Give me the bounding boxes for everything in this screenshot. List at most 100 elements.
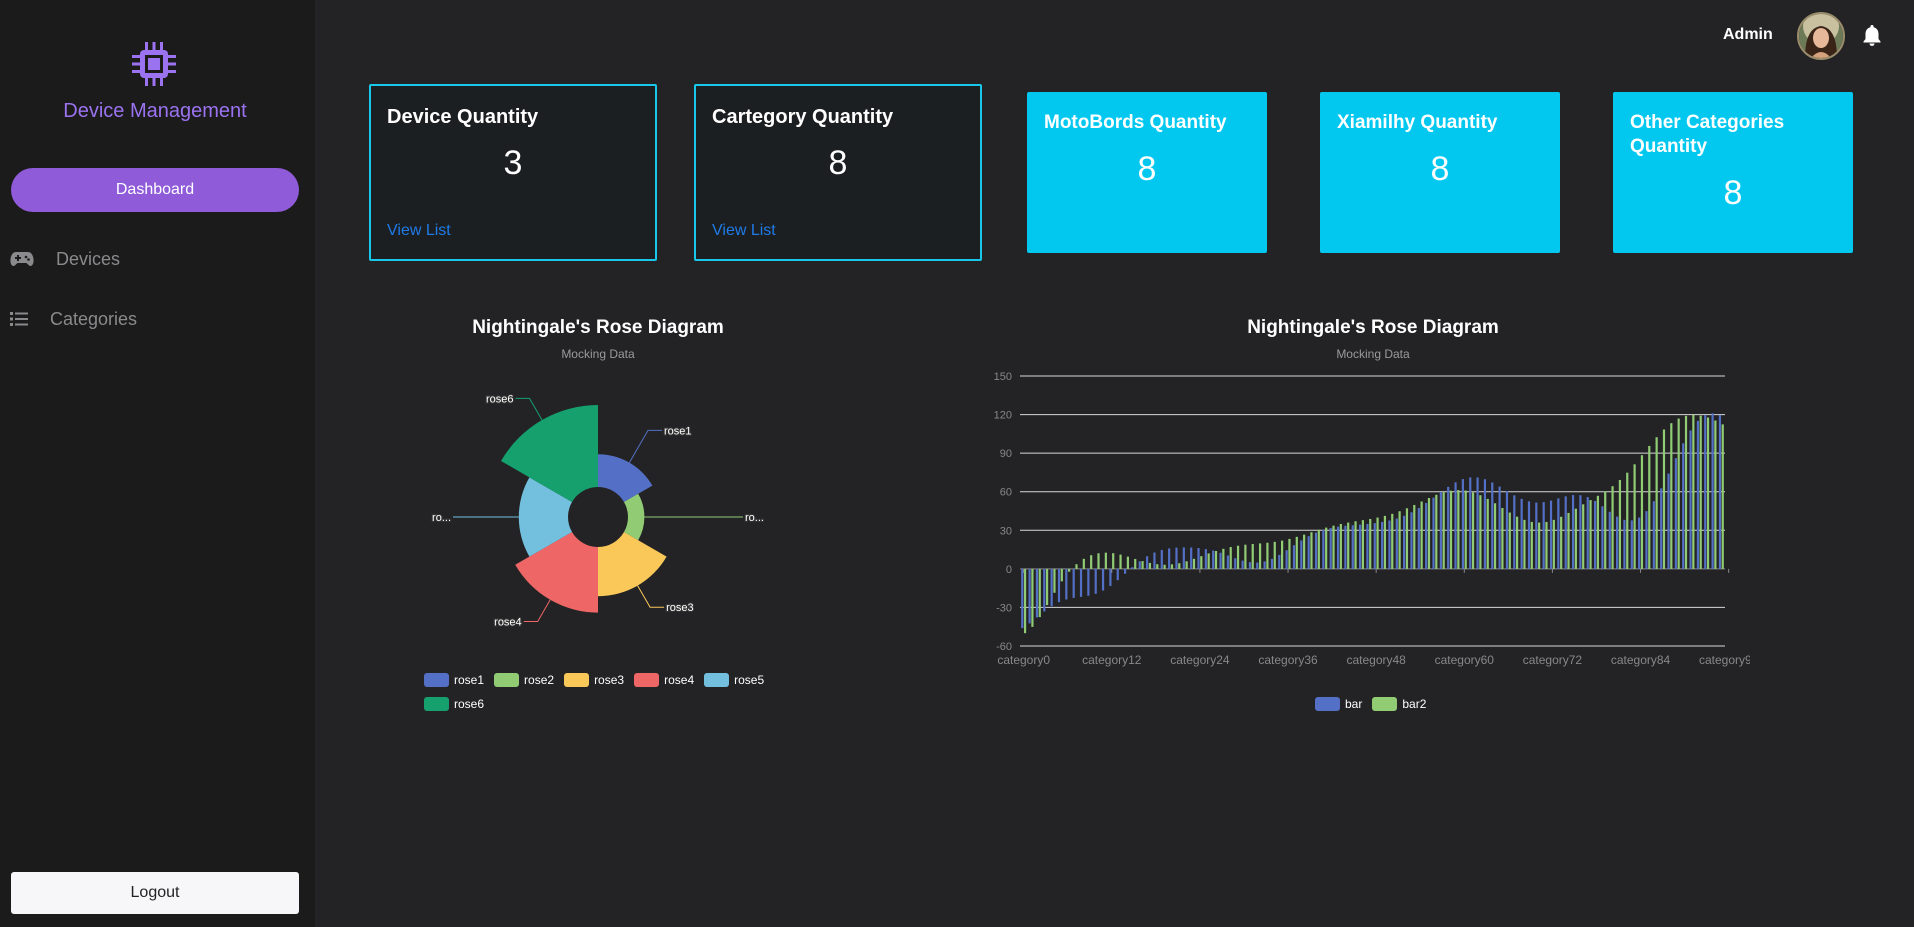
rose-slice-rose3[interactable] — [598, 532, 667, 597]
bar2-mark — [1148, 562, 1152, 569]
x-tick-label: category0 — [997, 653, 1050, 667]
x-tick-label: category60 — [1435, 653, 1495, 667]
legend-item-rose4[interactable]: rose4 — [634, 668, 694, 692]
bar-mark — [1586, 497, 1589, 569]
bar-mark — [1226, 555, 1229, 569]
bar-mark — [1498, 486, 1501, 569]
rose-slice-rose4[interactable] — [515, 532, 598, 613]
bar2-mark — [1090, 555, 1093, 569]
bar-mark — [1322, 529, 1325, 569]
legend-swatch — [424, 673, 449, 687]
rose-slice-rose5[interactable] — [518, 477, 573, 557]
bar-mark — [1248, 562, 1252, 569]
legend-swatch — [1372, 697, 1398, 711]
bar-mark — [1204, 549, 1207, 569]
bar2-mark — [1075, 564, 1078, 569]
rose-slice-label: rose4 — [494, 616, 522, 628]
bar-mark — [1182, 547, 1185, 569]
bar-mark — [1571, 495, 1575, 569]
bar2-mark — [1611, 486, 1614, 569]
bar2-mark — [1670, 423, 1673, 569]
rose-chart-subtitle: Mocking Data — [561, 347, 635, 361]
legend-item-rose2[interactable]: rose2 — [494, 668, 554, 692]
bar2-mark — [1156, 564, 1159, 569]
bar-mark — [1652, 501, 1655, 569]
x-tick-label: category24 — [1170, 653, 1230, 667]
x-tick-label: category12 — [1082, 653, 1142, 667]
legend-item-rose3[interactable]: rose3 — [564, 668, 624, 692]
bar2-mark — [1023, 568, 1027, 634]
bar-mark — [1270, 558, 1274, 569]
y-tick-label: 120 — [994, 410, 1012, 422]
bar-mark — [1190, 547, 1193, 569]
bar-mark — [1660, 488, 1663, 569]
bar2-mark — [1141, 561, 1144, 569]
bar2-mark — [1464, 490, 1467, 569]
bar2-mark — [1273, 541, 1276, 569]
y-tick-label: 60 — [1000, 487, 1012, 499]
bar2-mark — [1178, 563, 1181, 569]
bar2-mark — [1699, 415, 1702, 569]
bar2-mark — [1633, 464, 1636, 569]
bar-chart-title: Nightingale's Rose Diagram — [1247, 317, 1499, 338]
legend-label: rose4 — [664, 673, 695, 687]
rose-slice-rose2[interactable] — [623, 493, 645, 541]
dashboard-button[interactable]: Dashboard — [11, 168, 299, 212]
bar-mark — [1263, 561, 1266, 569]
legend-item-bar2[interactable]: bar2 — [1372, 692, 1426, 716]
view-list-link[interactable]: View List — [387, 222, 451, 239]
legend-label: rose1 — [454, 673, 485, 687]
y-tick-label: 150 — [994, 371, 1012, 383]
bar2-mark — [1354, 521, 1357, 569]
bar2-mark — [1207, 553, 1210, 569]
sidebar-item-devices[interactable]: Devices — [10, 244, 120, 274]
bar2-mark — [1604, 491, 1607, 569]
bar-mark — [1505, 491, 1509, 569]
x-tick-label: category84 — [1611, 653, 1671, 667]
bar2-mark — [1339, 523, 1342, 569]
bar2-mark — [1538, 522, 1541, 569]
legend-item-rose6[interactable]: rose6 — [424, 692, 484, 716]
logout-button[interactable]: Logout — [11, 872, 299, 914]
bar-mark — [1314, 532, 1318, 569]
bar-mark — [1579, 495, 1582, 569]
bar2-mark — [1493, 503, 1497, 569]
list-icon — [10, 312, 28, 326]
avatar[interactable] — [1797, 12, 1845, 60]
device-quantity-card: Device Quantity 3 View List — [369, 84, 657, 261]
bar-mark — [1219, 552, 1222, 569]
rose-slice-rose1[interactable] — [598, 454, 653, 502]
bar2-mark — [1134, 558, 1137, 569]
bar2-mark — [1104, 552, 1107, 569]
bar-mark — [1292, 545, 1296, 569]
bar-mark — [1109, 568, 1112, 586]
legend-swatch — [704, 673, 730, 687]
bar2-mark — [1214, 550, 1218, 569]
sidebar-item-categories[interactable]: Categories — [10, 304, 137, 334]
bar2-mark — [1589, 500, 1592, 569]
y-tick-label: -30 — [996, 602, 1012, 614]
cpu-chip-icon — [132, 42, 176, 86]
bar2-mark — [1383, 515, 1387, 569]
bar-mark — [1373, 523, 1376, 569]
bar2-mark — [1258, 543, 1262, 569]
user-name[interactable]: Admin — [1723, 26, 1773, 43]
rose-slice-rose6[interactable] — [501, 405, 598, 502]
bar2-mark — [1582, 504, 1585, 569]
bell-icon[interactable] — [1862, 24, 1882, 46]
avatar-image — [1799, 14, 1843, 58]
bar-mark — [1057, 568, 1061, 603]
bar2-mark — [1376, 517, 1379, 569]
y-tick-label: -60 — [996, 641, 1012, 653]
bar2-mark — [1185, 561, 1188, 569]
legend-item-rose5[interactable]: rose5 — [704, 668, 764, 692]
legend-item-bar[interactable]: bar — [1315, 692, 1362, 716]
legend-label: rose3 — [594, 673, 625, 687]
legend-label: rose2 — [524, 673, 555, 687]
legend-item-rose1[interactable]: rose1 — [424, 668, 484, 692]
rose-label-line — [523, 599, 551, 622]
bar-mark — [1381, 521, 1384, 569]
bar-mark — [1101, 568, 1105, 591]
view-list-link[interactable]: View List — [712, 222, 776, 239]
bar-mark — [1087, 568, 1090, 596]
